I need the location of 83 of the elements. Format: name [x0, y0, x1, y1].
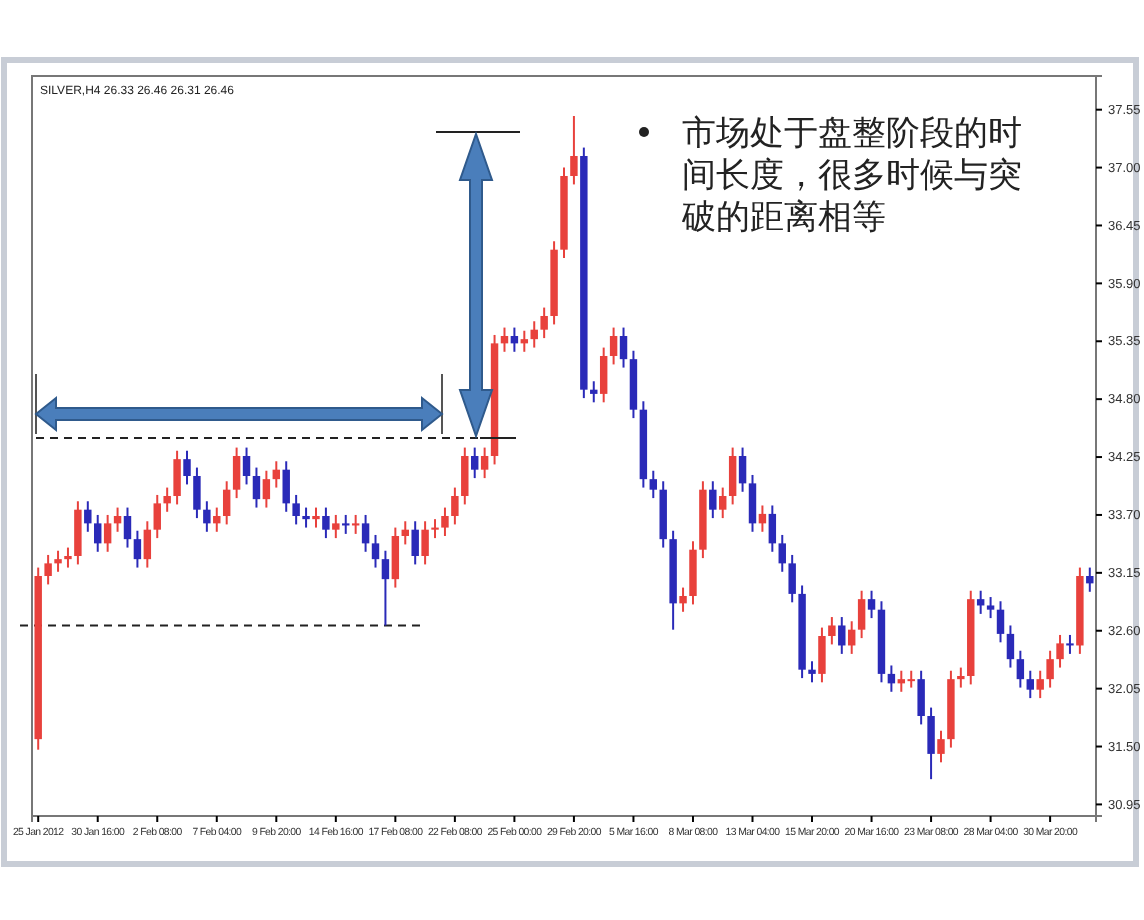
candlestick [728, 446, 737, 506]
candlestick [719, 486, 727, 520]
candlestick [332, 513, 340, 540]
candlestick [689, 540, 697, 606]
candlestick [619, 326, 628, 369]
candlestick [1026, 669, 1034, 700]
candlestick [153, 493, 161, 540]
candlestick [451, 486, 459, 526]
candlestick [887, 664, 896, 693]
candlestick [738, 446, 747, 493]
candlestick [133, 529, 142, 569]
candlestick [361, 513, 370, 553]
candlestick [957, 666, 965, 689]
candlestick [649, 469, 658, 500]
candlestick [768, 504, 777, 553]
candlestick [44, 553, 52, 586]
candlestick [232, 446, 241, 500]
candlestick [1046, 649, 1054, 689]
candlestick [411, 520, 419, 566]
candlestick [520, 329, 529, 353]
candlestick [163, 486, 171, 513]
candlestick [193, 466, 201, 520]
candlestick [937, 729, 945, 764]
candlestick [808, 660, 816, 684]
candlestick [828, 616, 836, 646]
candlestick [996, 600, 1005, 644]
candlestick [64, 546, 72, 569]
candlestick [1066, 633, 1074, 655]
candlestick [599, 346, 608, 404]
candlestick [709, 480, 717, 520]
candlestick [84, 500, 92, 533]
candlestick [282, 460, 290, 513]
candlestick [1006, 624, 1015, 669]
candlestick [272, 460, 281, 489]
candlestick [788, 553, 796, 604]
candlestick [431, 518, 439, 540]
candlestick [173, 449, 181, 506]
candlestick [143, 520, 152, 569]
candlestick [421, 520, 429, 566]
candlestick [312, 506, 320, 529]
candlestick [847, 620, 856, 655]
candlestick [371, 533, 380, 569]
candlestick [381, 549, 390, 627]
candlestick [183, 449, 191, 486]
candlestick [986, 596, 995, 620]
candlestick [123, 506, 132, 549]
candlestick [222, 480, 231, 526]
candlestick [480, 446, 489, 480]
candlestick [1086, 566, 1094, 593]
candlestick [570, 115, 578, 186]
candlestick [927, 706, 935, 781]
candlestick [530, 320, 538, 349]
candlestick [292, 493, 300, 526]
candlestick [441, 506, 449, 537]
candlestick [54, 549, 62, 573]
candlestick [262, 469, 271, 509]
candlestick [679, 586, 687, 613]
candlestick [540, 306, 548, 340]
candlestick [917, 669, 925, 726]
candlestick [391, 526, 400, 589]
candlestick [1016, 649, 1025, 689]
candlestick [609, 326, 618, 366]
candlestick [74, 500, 82, 566]
candlestick [867, 589, 876, 620]
candlestick [818, 626, 826, 684]
candlestick [203, 500, 211, 533]
candlestick [590, 380, 598, 404]
candlestick [461, 446, 469, 506]
candlestick [758, 504, 767, 533]
candlestick [322, 506, 330, 540]
candlestick [838, 616, 846, 655]
candlestick [94, 513, 102, 553]
candlestick [470, 446, 479, 480]
annotation: 市场处于盘整阶段的时间长度，很多时候与突破的距离相等 [680, 114, 1022, 238]
candlestick [103, 513, 112, 553]
candlestick [1036, 669, 1044, 700]
candlestick [778, 533, 786, 573]
candlestick [302, 506, 310, 529]
candlestick [748, 473, 757, 533]
candlestick [857, 589, 866, 640]
candlestick [252, 466, 261, 509]
candlestick [242, 446, 251, 486]
candlestick [1056, 633, 1064, 669]
